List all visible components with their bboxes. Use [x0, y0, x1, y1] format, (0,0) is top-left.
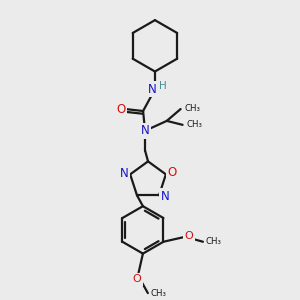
- Text: CH₃: CH₃: [184, 103, 201, 112]
- Text: CH₃: CH₃: [206, 237, 222, 246]
- Text: N: N: [141, 124, 149, 137]
- Text: O: O: [117, 103, 126, 116]
- Text: N: N: [160, 190, 169, 203]
- Text: CH₃: CH₃: [187, 120, 202, 129]
- Text: O: O: [133, 274, 141, 284]
- Text: N: N: [120, 167, 129, 180]
- Text: O: O: [167, 166, 176, 179]
- Text: O: O: [185, 231, 194, 241]
- Text: CH₃: CH₃: [151, 289, 167, 298]
- Text: H: H: [159, 81, 167, 91]
- Text: N: N: [148, 83, 156, 96]
